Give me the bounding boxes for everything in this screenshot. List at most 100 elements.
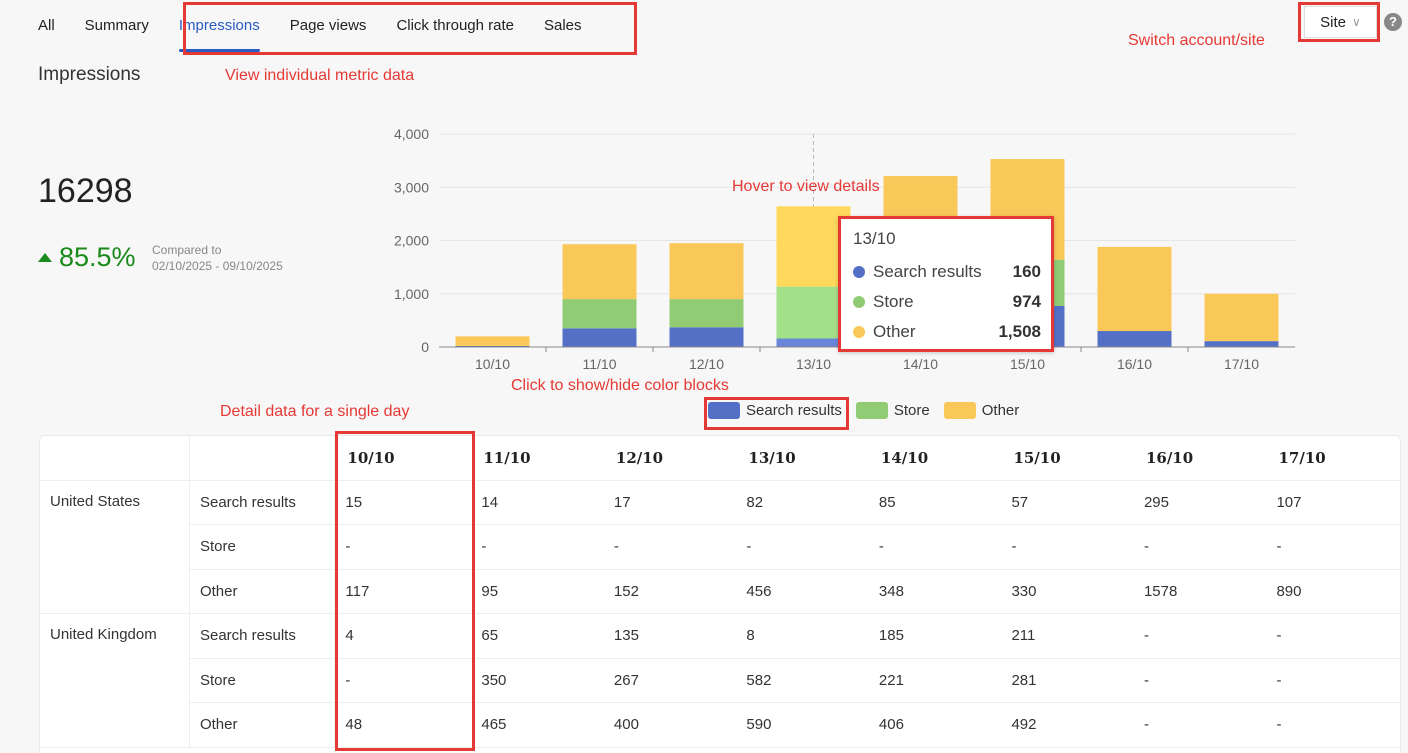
tab-impressions[interactable]: Impressions [169, 3, 270, 52]
legend-label: Store [893, 402, 930, 419]
tab-sales[interactable]: Sales [544, 17, 582, 34]
value-cell: 492 [1001, 702, 1134, 748]
source-cell: Search results [189, 613, 336, 659]
legend-item-search-results[interactable]: Search results [708, 402, 842, 419]
y-tick-label: 1,000 [394, 286, 429, 302]
metric-tabs: All Summary Impressions Page views Click… [28, 0, 602, 52]
value-cell: - [736, 524, 869, 570]
store-dot-icon [853, 296, 865, 308]
value-cell: 17 [603, 480, 737, 525]
compared-label: Compared to [152, 243, 222, 257]
header-date: 10/10 [334, 436, 472, 481]
value-cell: 406 [868, 702, 1002, 748]
value-cell: 211 [1001, 613, 1134, 659]
bar-segment[interactable] [1204, 341, 1279, 347]
header-date: 17/10 [1266, 436, 1400, 481]
header-date: 15/10 [1001, 436, 1134, 481]
bar-segment[interactable] [669, 327, 744, 347]
legend-label: Other [981, 402, 1020, 419]
value-cell: - [1001, 524, 1134, 570]
x-tick-label: 11/10 [583, 356, 617, 372]
country-cell: United Kingdom [40, 613, 190, 748]
tooltip-row-name: Store [873, 292, 914, 311]
source-cell: Other [189, 569, 336, 614]
tooltip-row-name: Other [873, 322, 916, 341]
x-tick-label: 12/10 [689, 356, 724, 372]
table-header-row: 10/10 11/10 12/10 13/10 14/10 15/10 16/1… [40, 436, 1400, 481]
tooltip-date: 13/10 [853, 229, 896, 248]
value-cell: 1578 [1133, 569, 1267, 614]
bar-segment[interactable] [562, 299, 637, 329]
compared-range: 02/10/2025 - 09/10/2025 [152, 259, 283, 273]
y-tick-label: 4,000 [394, 126, 429, 142]
tooltip-row: Store 974 [853, 287, 1041, 317]
table-row: Store - 350 267 582 221 281 - - [40, 658, 1400, 703]
value-cell: - [471, 524, 604, 570]
table-row: United Kingdom Search results 4 65 135 8… [40, 613, 1400, 748]
legend-item-store[interactable]: Store [855, 402, 930, 419]
value-cell: - [334, 524, 472, 570]
value-cell: - [1266, 613, 1400, 659]
bar-segment[interactable] [1204, 293, 1279, 342]
table-row: Other 48 465 400 590 406 492 - - [40, 702, 1400, 748]
header-date: 11/10 [471, 436, 604, 481]
value-cell: - [1133, 524, 1267, 570]
bar-segment[interactable] [1097, 246, 1172, 332]
chevron-down-icon: ∨ [1352, 15, 1361, 29]
header-date: 14/10 [868, 436, 1002, 481]
bar-segment[interactable] [455, 345, 530, 347]
tab-click-through-rate[interactable]: Click through rate [396, 17, 514, 34]
header-date: 13/10 [736, 436, 869, 481]
y-tick-label: 0 [421, 339, 429, 355]
value-cell: 185 [868, 613, 1002, 659]
value-cell: 117 [334, 569, 472, 614]
value-cell: - [334, 658, 472, 703]
impressions-chart: 0 1,000 2,000 3,000 4,000 10/10 11/10 12/10 13/1… [394, 126, 1295, 372]
x-tick-label: 17/10 [1224, 356, 1259, 372]
annotation-hover: Hover to view details [732, 178, 880, 195]
bar-segment[interactable] [1097, 331, 1172, 347]
tooltip-row: Other 1,508 [853, 317, 1041, 347]
bar-segment[interactable] [669, 299, 744, 328]
value-cell: 107 [1266, 480, 1400, 525]
value-cell: - [1266, 658, 1400, 703]
value-cell: 465 [471, 702, 604, 748]
value-cell: 400 [603, 702, 737, 748]
site-selector[interactable]: Site ∨ [1304, 6, 1377, 38]
bar-segment[interactable] [669, 243, 744, 300]
value-cell: 890 [1266, 569, 1400, 614]
bar-segment[interactable] [562, 244, 637, 300]
x-tick-label: 14/10 [903, 356, 938, 372]
y-tick-label: 2,000 [394, 233, 429, 249]
bar-segment[interactable] [562, 328, 637, 347]
other-dot-icon [853, 326, 865, 338]
tab-page-views[interactable]: Page views [289, 17, 367, 34]
value-cell: 348 [868, 569, 1002, 614]
x-tick-label: 10/10 [475, 356, 510, 372]
value-cell: 590 [736, 702, 869, 748]
metric-total: 16298 [38, 172, 133, 210]
table-row: Store - - - - - - - - [40, 524, 1400, 570]
bar-segment[interactable] [776, 338, 851, 347]
tab-all[interactable]: All [38, 17, 55, 34]
annotation-site: Switch account/site [1128, 32, 1265, 49]
value-cell: 135 [603, 613, 737, 659]
value-cell: - [1266, 524, 1400, 570]
metric-title: Impressions [38, 64, 141, 85]
table-row: Other 117 95 152 456 348 330 1578 890 [40, 569, 1400, 614]
metric-change-value: 85.5% [59, 242, 136, 272]
legend-item-other[interactable]: Other [943, 402, 1020, 419]
tab-summary[interactable]: Summary [84, 17, 149, 34]
value-cell: 456 [736, 569, 869, 614]
bar-segment[interactable] [455, 336, 530, 346]
table-row: United States Search results 15 14 17 82… [40, 480, 1400, 614]
value-cell: - [1133, 658, 1267, 703]
x-tick-label: 15/10 [1010, 356, 1045, 372]
help-icon[interactable]: ? [1384, 13, 1402, 31]
legend-swatch [855, 402, 888, 419]
legend-swatch [708, 402, 740, 419]
source-cell: Search results [189, 480, 336, 525]
value-cell: 15 [334, 480, 472, 525]
header-date: 16/10 [1133, 436, 1267, 481]
source-cell: Store [189, 524, 336, 570]
